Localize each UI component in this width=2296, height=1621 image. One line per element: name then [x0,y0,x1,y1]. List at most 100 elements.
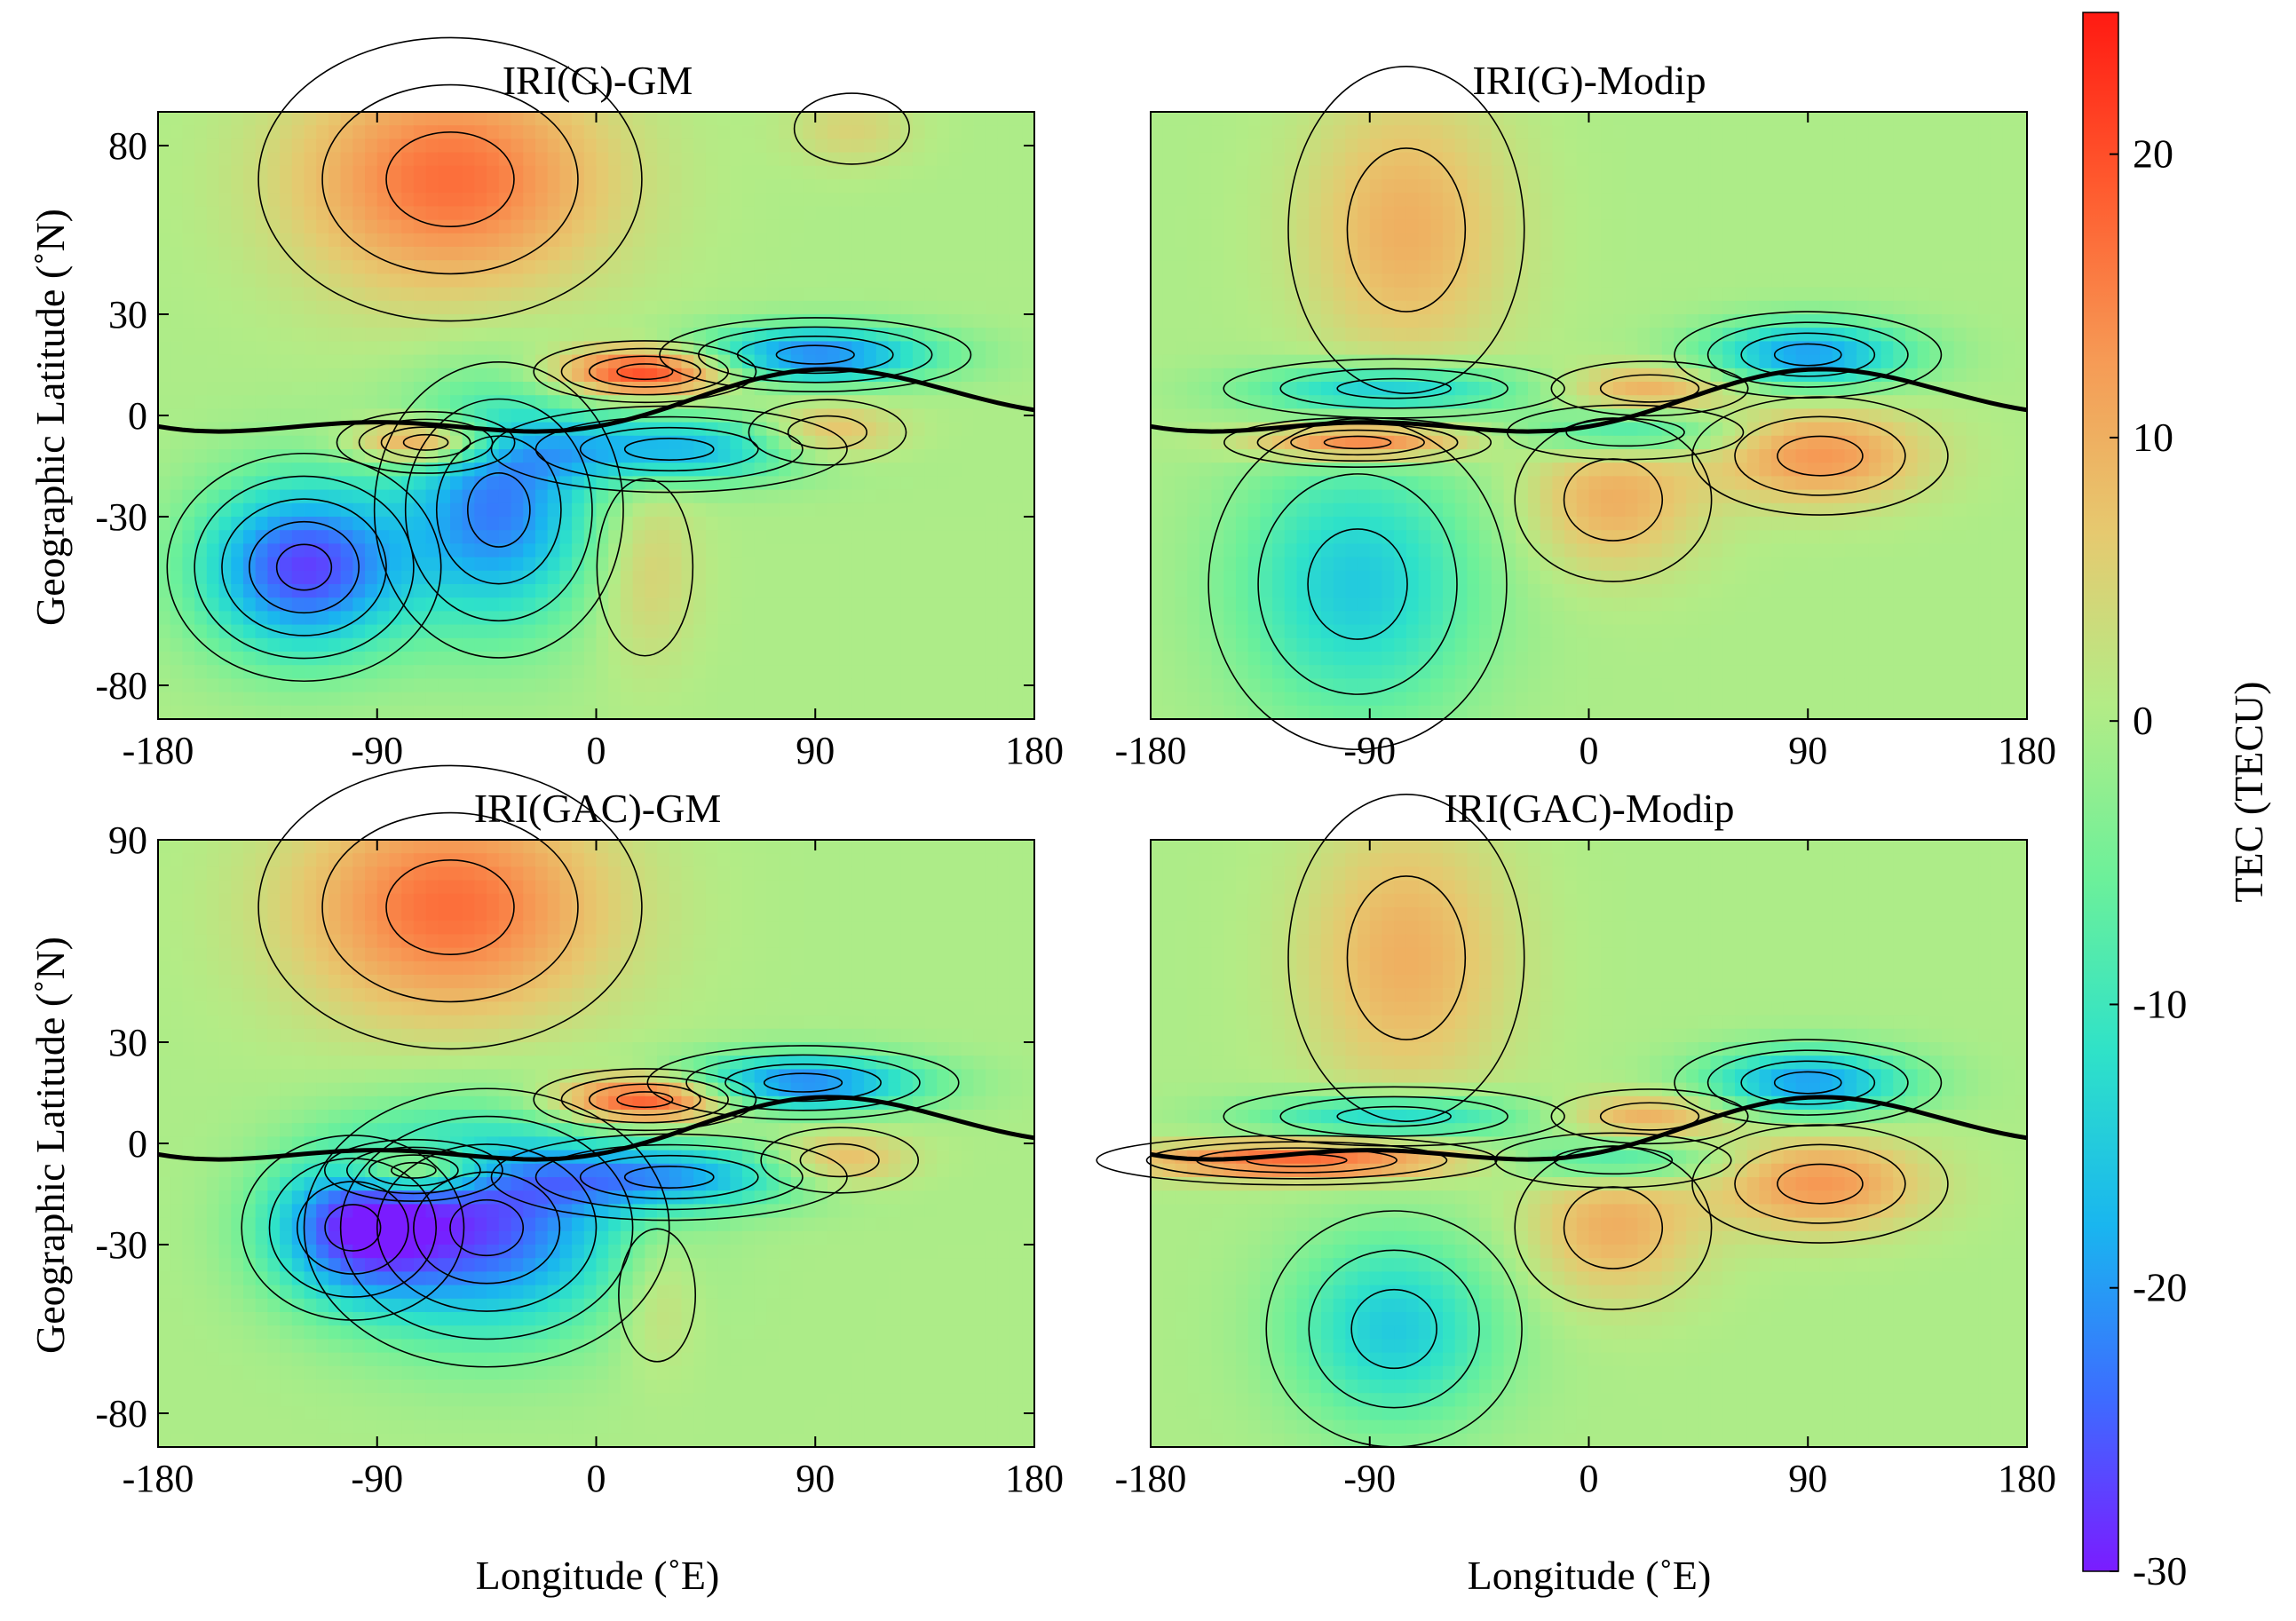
heatmap-cell [352,705,366,720]
heatmap-cell [864,247,877,261]
heatmap-cell [1771,219,1785,234]
heatmap-cell [1771,247,1785,261]
heatmap-cell [888,422,901,437]
heatmap-cell [267,502,281,518]
heatmap-cell [158,463,171,477]
heatmap-cell [231,543,244,558]
heatmap-cell [1637,314,1651,328]
heatmap-cell [1394,273,1407,289]
heatmap-cell [1296,328,1310,342]
heatmap-cell [803,611,816,626]
heatmap-cell [912,152,926,167]
heatmap-cell [462,138,476,154]
heatmap-cell [620,449,634,463]
heatmap-cell [401,637,415,652]
heatmap-cell [827,273,841,289]
heatmap-cell [242,652,257,666]
heatmap-cell [1771,273,1785,289]
heatmap-cell [1564,354,1578,369]
heatmap-cell [291,408,305,423]
heatmap-cell [401,354,415,369]
heatmap-cell [340,435,353,450]
heatmap-cell [218,193,232,207]
heatmap-cell [779,476,792,491]
heatmap-cell [779,273,792,289]
heatmap-cell [291,678,305,693]
heatmap-cell [1857,247,1870,261]
heatmap-cell [498,652,512,666]
heatmap-cell [170,476,184,491]
heatmap-cell [194,260,208,274]
heatmap-cell [1637,341,1651,356]
heatmap-cell [839,287,852,302]
heatmap-cell [182,584,195,598]
heatmap-cell [997,112,1011,126]
heatmap-cell [511,382,524,396]
heatmap-cell [657,233,670,248]
heatmap-cell [912,314,926,328]
heatmap-cell [1942,314,1955,328]
heatmap-cell [583,678,598,693]
heatmap-cell [1686,260,1699,274]
heatmap-cell [1893,395,1906,409]
heatmap-cell [961,476,975,491]
heatmap-cell [1953,247,1967,261]
heatmap-cell [1735,300,1748,315]
heatmap-cell [425,476,439,491]
heatmap-cell [1698,138,1712,154]
heatmap-cell [1345,273,1358,289]
heatmap-cell [1454,138,1469,154]
heatmap-cell [997,152,1011,167]
heatmap-cell [413,652,427,666]
heatmap-cell [1698,314,1712,328]
heatmap-cell [1211,193,1224,207]
heatmap-cell [206,273,220,289]
heatmap-cell [730,179,743,194]
heatmap-cell [534,502,549,518]
heatmap-cell [790,382,804,396]
heatmap-cell [425,165,439,180]
heatmap-cell [1917,300,1930,315]
heatmap-cell [900,449,914,463]
heatmap-cell [316,300,329,315]
heatmap-cell [949,502,962,518]
heatmap-cell [1503,341,1516,356]
heatmap-cell [182,463,195,477]
heatmap-cell [352,219,366,234]
heatmap-cell [280,179,293,194]
heatmap-cell [1284,300,1298,315]
heatmap-cell [1783,206,1797,221]
heatmap-cell [864,530,877,544]
heatmap-cell [1260,206,1273,221]
heatmap-cell [596,652,609,666]
heatmap-cell [851,584,865,598]
heatmap-cell [352,260,366,274]
heatmap-cell [851,219,865,234]
heatmap-cell [255,219,268,234]
heatmap-cell [462,193,476,207]
heatmap-cell [1722,125,1736,139]
heatmap-cell [1868,408,1882,423]
heatmap-cell [986,517,999,531]
heatmap-cell [1009,368,1023,383]
heatmap-cell [924,273,938,289]
heatmap-cell [376,112,391,126]
heatmap-cell [717,611,731,626]
heatmap-cell [1759,165,1772,180]
heatmap-cell [267,260,281,274]
heatmap-cell [937,502,950,518]
heatmap-cell [1479,395,1492,409]
heatmap-cell [218,273,232,289]
heatmap-cell [231,219,244,234]
heatmap-cell [620,112,634,126]
heatmap-cell [1893,260,1906,274]
heatmap-cell [1211,341,1224,356]
heatmap-cell [1320,300,1334,315]
heatmap-cell [1917,287,1930,302]
heatmap-cell [1540,354,1553,369]
heatmap-cell [1296,233,1310,248]
heatmap-cell [1479,112,1492,126]
heatmap-cell [1418,165,1431,180]
heatmap-cell [681,287,694,302]
heatmap-cell [1576,314,1590,328]
